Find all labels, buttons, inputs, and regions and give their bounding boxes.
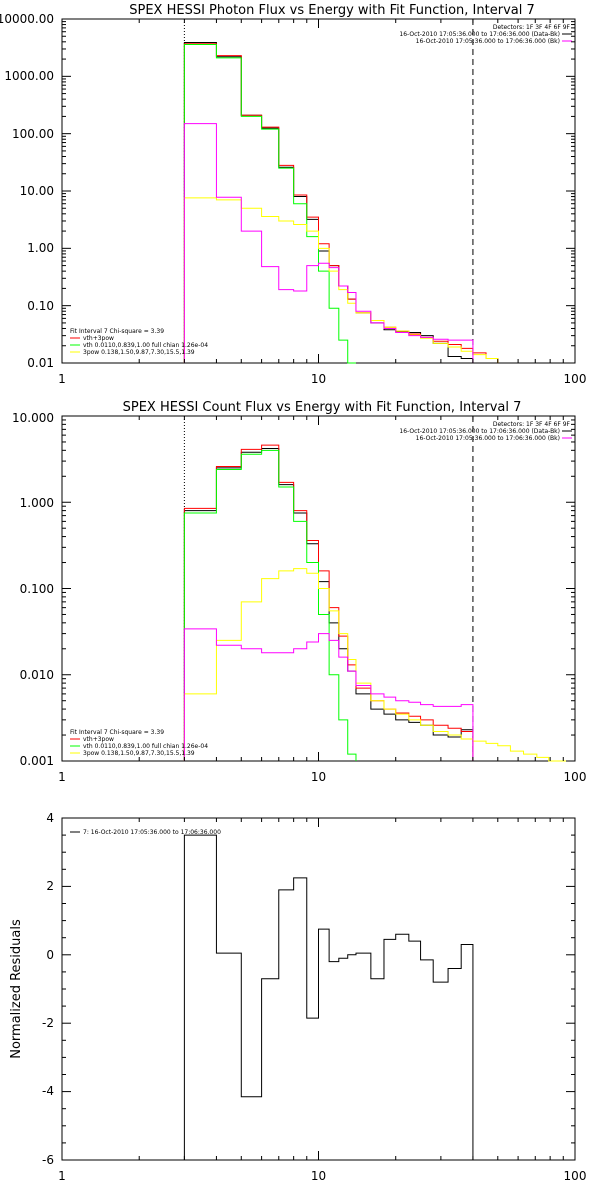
residuals-y-tick-label: 0 [46,948,54,962]
series-thermal-step-line [183,43,356,364]
photon-panel-title: SPEX HESSI Photon Flux vs Energy with Fi… [129,3,535,18]
series-background-step-line [183,123,474,363]
residuals-axis-ticks [61,817,575,1161]
count-legend-total: vth+3pow [83,736,114,743]
residuals-y-tick-label: -6 [42,1153,54,1167]
count-detectors-label: Detectors: 1F 3F 4F 6F 9F [493,421,571,428]
count-plot-area [183,416,575,762]
residuals-y-tick-label: -2 [42,1016,54,1030]
photon-y-tick-label: 0.01 [27,356,54,370]
photon-y-tick-label: 10000.00 [0,12,54,26]
series-thermal-step-line [183,449,357,761]
count-y-tick-label: 0.010 [20,668,54,682]
residuals-y-tick-label: -4 [42,1084,54,1098]
residuals-x-tick-label: 10 [311,1169,326,1183]
photon-y-tick-label: 1000.00 [4,69,54,83]
count-x-tick-label: 1 [58,770,66,784]
count-x-tick-label: 100 [564,770,587,784]
photon-y-tick-label: 10.00 [20,184,54,198]
count-y-tick-label: 0.001 [20,754,54,768]
photon-plot-frame [61,18,576,364]
photon-x-tick-label: 1 [58,372,66,386]
photon-x-tick-label: 100 [564,372,587,386]
count-legend-background: 16-Oct-2010 17:05:36.000 to 17:06:36.000… [416,435,560,442]
count-legend-data: 16-Oct-2010 17:05:36.000 to 17:06:36.000… [399,428,560,435]
residuals-x-tick-label: 100 [564,1169,587,1183]
count-panel-title: SPEX HESSI Count Flux vs Energy with Fit… [123,400,522,415]
count-y-tick-label: 1.000 [20,496,54,510]
count-legend-thermal: vth 0.0110,0.839,1.00 full chian 1.26e-0… [83,743,208,750]
photon-flux-panel: SPEX HESSI Photon Flux vs Energy with Fi… [0,3,586,386]
series-total_fit-step-line [183,43,499,363]
count-flux-panel: SPEX HESSI Count Flux vs Energy with Fit… [12,400,586,784]
photon-x-tick-label: 10 [311,372,326,386]
residuals-panel: 1 10 100 -6 -4 -2 0 2 4 Normalized Resid… [9,811,586,1183]
photon-plot-area [183,19,499,364]
residuals-x-tick-label: 1 [58,1169,66,1183]
photon-y-tick-label: 100.00 [12,127,54,141]
residuals-plot-area [183,834,474,1160]
residuals-y-tick-label: 4 [46,811,54,825]
residuals-y-tick-label: 2 [46,879,54,893]
series-powerlaw-step-line [183,197,499,363]
count-axis-ticks [61,416,575,762]
residuals-legend-label: 7: 16-Oct-2010 17:05:36.000 to 17:06:36.… [83,829,221,836]
residuals-y-axis-label: Normalized Residuals [9,919,24,1059]
photon-fit-interval-label: Fit Interval 7 Chi-square = 3.39 [70,328,164,335]
photon-legend-data: 16-Oct-2010 17:05:36.000 to 17:06:36.000… [399,31,560,38]
series-data-step-line [183,834,474,1160]
series-background-step-line [183,628,474,761]
photon-legend-background: 16-Oct-2010 17:05:36.000 to 17:06:36.000… [416,38,560,45]
count-y-tick-label: 10.000 [12,411,54,425]
count-x-tick-label: 10 [311,770,326,784]
photon-legend-powerlaw: 3pow 0.138,1.50,9.87,7.30,15.5,1.39 [83,349,195,356]
series-data-step-line [183,41,474,363]
photon-y-tick-label: 0.10 [27,299,54,313]
count-fit-interval-label: Fit Interval 7 Chi-square = 3.39 [70,729,164,736]
series-powerlaw-step-line [183,568,575,762]
count-legend-powerlaw: 3pow 0.138,1.50,9.87,7.30,15.5,1.39 [83,750,195,757]
photon-legend-thermal: vth 0.0110,0.839,1.00 full chian 1.26e-0… [83,342,208,349]
count-y-tick-label: 0.100 [20,582,54,596]
photon-y-tick-label: 1.00 [27,241,54,255]
photon-legend-total: vth+3pow [83,335,114,342]
photon-detectors-label: Detectors: 1F 3F 4F 6F 9F [493,24,571,31]
photon-axis-ticks [61,19,575,364]
